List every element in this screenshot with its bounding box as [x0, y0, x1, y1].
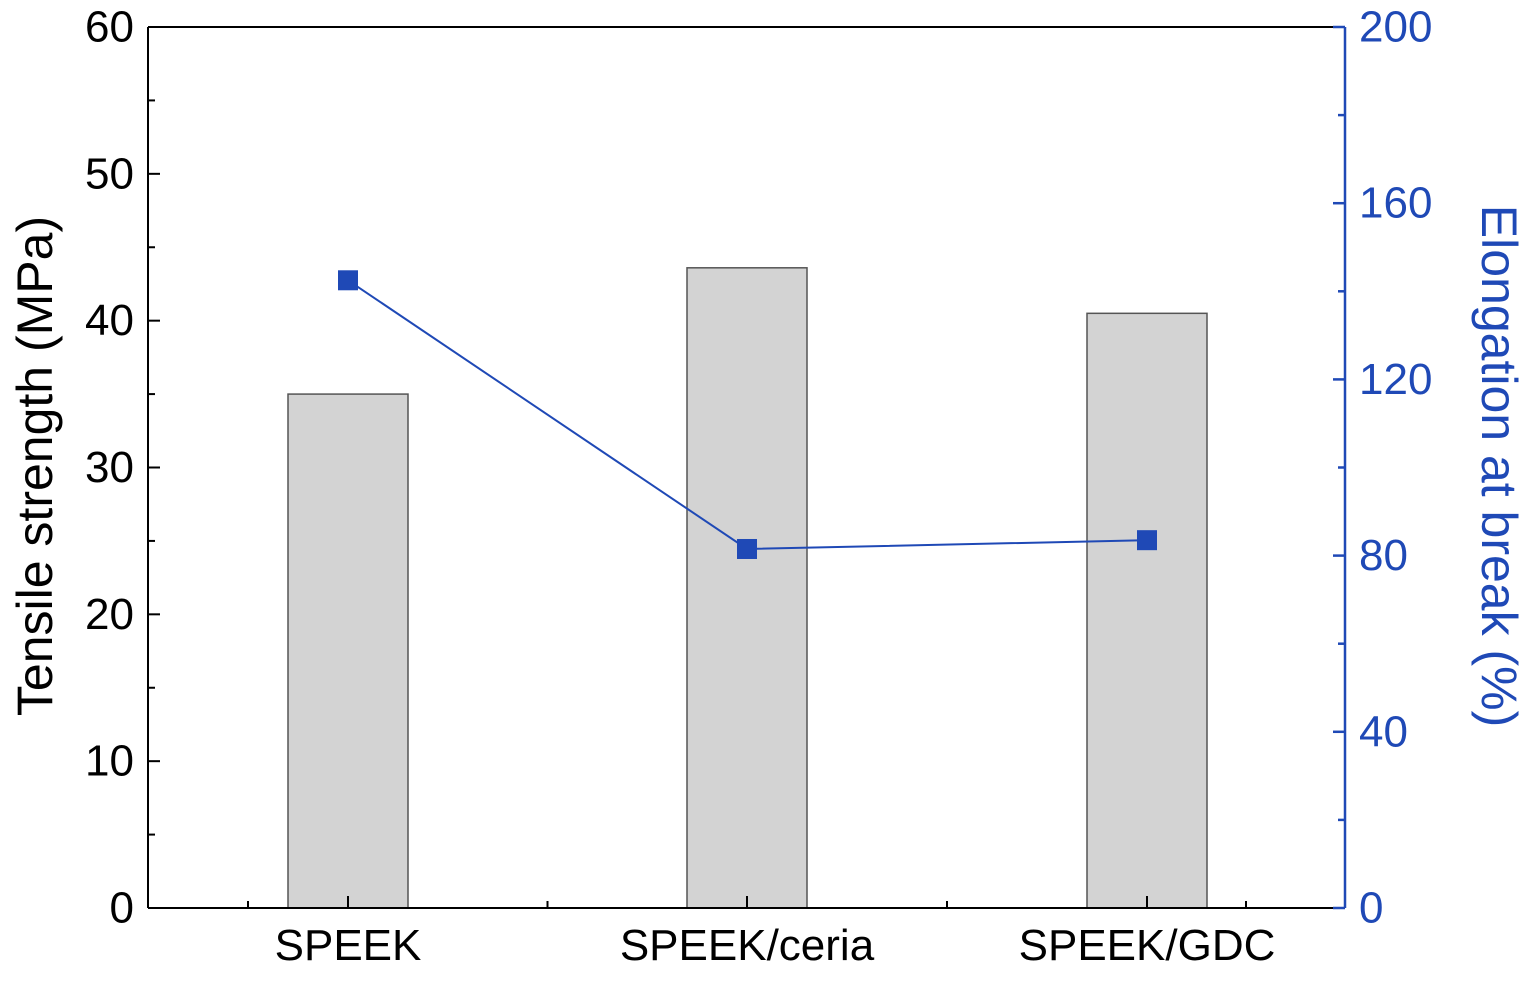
right-tick-label: 40: [1359, 707, 1408, 756]
left-tick-label: 60: [85, 3, 134, 52]
x-tick-label: SPEEK: [275, 921, 422, 970]
bars-layer: [287, 267, 1208, 909]
right-axis-title: Elongation at break (%): [1471, 205, 1525, 728]
left-axis-title: Tensile strength (MPa): [7, 216, 63, 716]
line-layer: [338, 270, 1157, 559]
right-tick-label: 80: [1359, 531, 1408, 580]
x-tick-label: SPEEK/ceria: [620, 921, 875, 970]
left-tick-label: 30: [85, 443, 134, 492]
elongation-marker-0: [338, 270, 358, 291]
left-tick-label: 10: [85, 737, 134, 786]
right-tick-label: 200: [1359, 3, 1432, 52]
left-tick-label: 40: [85, 296, 134, 345]
right-tick-label: 120: [1359, 355, 1432, 404]
x-tick-label: SPEEK/GDC: [1019, 921, 1276, 970]
bar-0: [287, 393, 409, 909]
left-tick-label: 50: [85, 149, 134, 198]
ticks-layer: 0 10 20 30 40 50 60 0 40 80 120 160 200 SPEEK SPEEK/ce…: [85, 3, 1432, 971]
bar-2: [1086, 312, 1208, 909]
right-tick-label: 0: [1359, 884, 1383, 933]
right-tick-label: 160: [1359, 179, 1432, 228]
bar-1: [686, 267, 808, 909]
left-tick-label: 0: [110, 884, 134, 933]
left-tick-label: 20: [85, 590, 134, 639]
elongation-marker-2: [1137, 530, 1157, 551]
elongation-marker-1: [737, 538, 757, 559]
